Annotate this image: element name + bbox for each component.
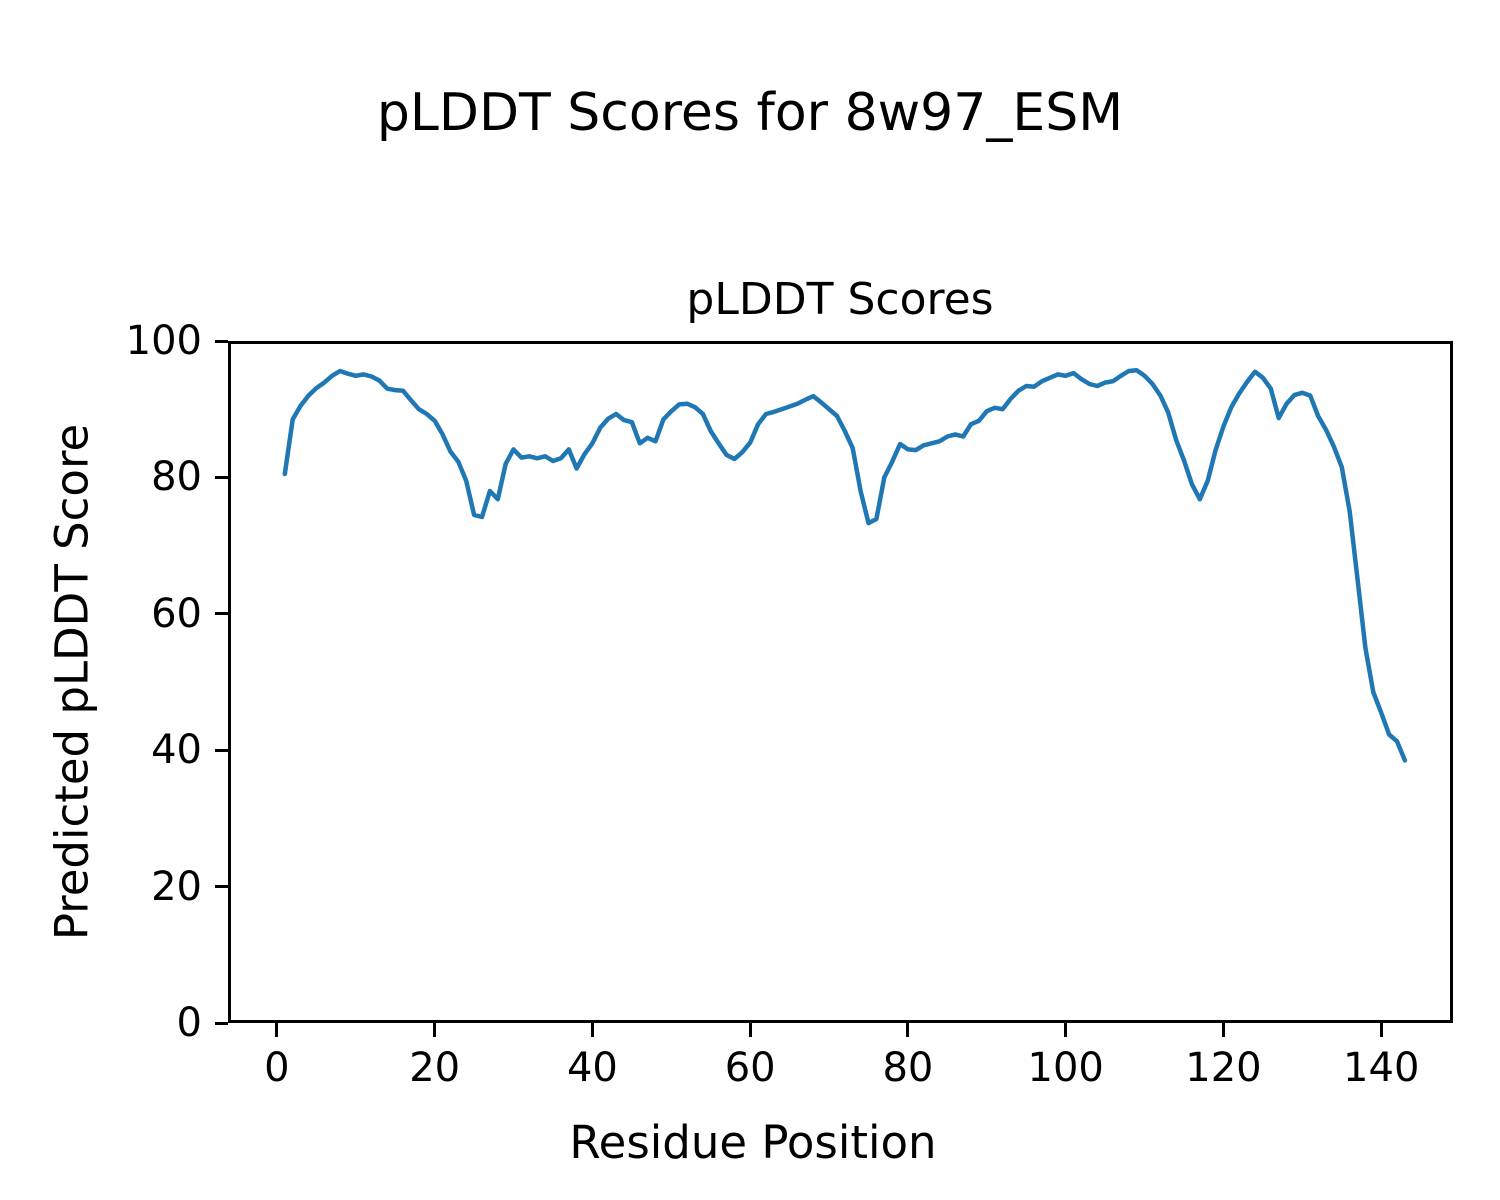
y-tick-label: 80 [151,454,202,501]
x-axis-label: Residue Position [569,1116,937,1169]
x-tick-mark [275,1023,279,1037]
y-tick-label: 0 [176,1000,202,1046]
plot-area [228,341,1453,1023]
y-tick-mark [215,748,228,752]
x-tick-label: 140 [1343,1045,1420,1091]
x-tick-label: 0 [264,1045,290,1091]
y-tick-label: 60 [151,590,202,637]
x-tick-mark [590,1023,594,1037]
x-tick-label: 80 [882,1045,934,1091]
y-tick-mark [215,475,228,479]
y-tick-label: 40 [151,727,202,774]
y-tick-label: 100 [125,318,202,364]
x-tick-label: 40 [566,1045,618,1091]
x-tick-mark [1064,1023,1068,1037]
x-tick-label: 60 [724,1045,776,1091]
y-tick-mark [215,885,228,889]
x-tick-label: 120 [1185,1045,1262,1091]
plddt-line-series [282,368,1408,763]
y-tick-mark [215,339,228,343]
x-tick-mark [748,1023,752,1037]
x-tick-mark [906,1023,910,1037]
x-tick-mark [433,1023,437,1037]
y-tick-mark [215,1021,228,1025]
x-tick-label: 20 [409,1045,461,1091]
figure-title: pLDDT Scores for 8w97_ESM [376,83,1124,143]
y-axis-label: Predicted pLDDT Score [45,423,99,941]
y-tick-label: 20 [151,863,202,910]
axes-spines [228,341,1453,1023]
axes-title: pLDDT Scores [686,274,994,325]
x-tick-label: 100 [1027,1045,1104,1091]
y-tick-mark [215,612,228,616]
x-tick-mark [1379,1023,1383,1037]
x-tick-mark [1221,1023,1225,1037]
